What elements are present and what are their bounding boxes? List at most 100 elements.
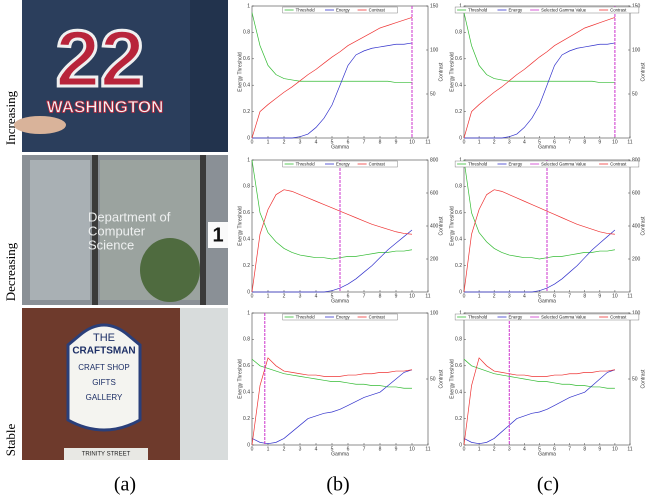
x-tick-label: 6 — [553, 293, 556, 299]
legend — [454, 313, 640, 321]
y-tick-label: 0.2 — [243, 416, 250, 422]
plot-area — [251, 5, 429, 139]
x-tick-label: 4 — [523, 293, 526, 299]
x-tick-label: 9 — [395, 139, 398, 145]
y2-tick-label: 150 — [632, 3, 641, 9]
x-tick-label: 9 — [598, 293, 601, 299]
y2-axis-label: Contrast — [438, 369, 444, 389]
photo-text: THE — [93, 332, 115, 344]
y-tick-label: 0 — [247, 289, 250, 295]
x-tick-label: 11 — [627, 139, 632, 145]
photo: THE CRAFTSMAN CRAFT SHOP GIFTS GALLERY T… — [22, 308, 228, 460]
photo-text: WASHINGTON — [47, 97, 164, 116]
y-tick-label: 0.6 — [243, 56, 250, 62]
y-tick-label: 0.2 — [455, 416, 462, 422]
x-tick-label: 5 — [331, 293, 334, 299]
series-line — [464, 42, 615, 139]
legend-label: Energy — [509, 7, 523, 12]
y-tick-label: 0.2 — [455, 109, 462, 115]
x-axis-label: Gamma — [538, 144, 556, 150]
finger — [14, 116, 66, 134]
x-tick-label: 7 — [363, 139, 366, 145]
x-tick-label: 5 — [538, 293, 541, 299]
photo: Department of Computer Science 1 — [22, 155, 228, 305]
x-tick-label: 4 — [315, 446, 318, 452]
x-tick-label: 7 — [568, 293, 571, 299]
legend-label: Threshold — [296, 7, 316, 12]
y2-axis-label: Contrast — [640, 62, 646, 82]
photo-text: 1 — [212, 224, 223, 246]
y-tick-label: 0 — [459, 442, 462, 448]
y2-tick-label: 100 — [632, 310, 641, 316]
x-tick-label: 3 — [508, 293, 511, 299]
x-tick-label: 2 — [493, 293, 496, 299]
x-tick-label: 8 — [379, 446, 382, 452]
y2-tick-label: 800 — [632, 157, 641, 163]
series-line — [463, 358, 615, 389]
y2-tick-label: 200 — [632, 256, 641, 262]
x-tick-label: 9 — [395, 446, 398, 452]
legend-label: Contrast — [369, 161, 386, 166]
y-tick-label: 0.4 — [455, 237, 462, 243]
plot-area — [463, 5, 631, 139]
row-label: Decreasing — [3, 242, 18, 301]
legend-label: Threshold — [468, 7, 488, 12]
x-axis-label: Gamma — [331, 298, 349, 304]
plot-area — [251, 312, 429, 446]
x-tick-label: 11 — [425, 293, 430, 299]
row-label: Stable — [3, 424, 18, 457]
x-tick-label: 3 — [508, 139, 511, 145]
y-tick-label: 0.6 — [243, 363, 250, 369]
x-tick-label: 0 — [463, 293, 466, 299]
y-tick-label: 0 — [459, 135, 462, 141]
x-tick-label: 0 — [251, 293, 254, 299]
photo-text: Department of — [88, 209, 171, 224]
x-tick-label: 0 — [251, 139, 254, 145]
window — [30, 160, 90, 300]
legend — [282, 160, 398, 168]
x-tick-label: 9 — [598, 446, 601, 452]
y2-tick-label: 600 — [430, 190, 439, 196]
y2-axis-label: Contrast — [438, 216, 444, 236]
x-axis-label: Gamma — [331, 144, 349, 150]
x-tick-label: 0 — [463, 446, 466, 452]
y-tick-label: 0.6 — [455, 210, 462, 216]
x-tick-label: 9 — [395, 293, 398, 299]
x-tick-label: 8 — [583, 293, 586, 299]
x-tick-label: 4 — [315, 139, 318, 145]
sign — [208, 222, 228, 248]
x-tick-label: 2 — [283, 139, 286, 145]
y2-tick-label: 200 — [430, 256, 439, 262]
x-tick-label: 7 — [568, 446, 571, 452]
y-tick-label: 0.8 — [455, 30, 462, 36]
x-tick-label: 8 — [379, 293, 382, 299]
x-tick-label: 1 — [478, 139, 481, 145]
series-line — [251, 369, 413, 445]
x-tick-label: 5 — [331, 139, 334, 145]
y-tick-label: 1 — [247, 3, 250, 9]
series-line — [464, 229, 616, 293]
y-tick-label: 0.2 — [455, 263, 462, 269]
x-tick-label: 8 — [379, 139, 382, 145]
sign — [66, 323, 142, 432]
series-line — [463, 12, 615, 83]
y-tick-label: 0.4 — [243, 83, 250, 89]
legend-label: Threshold — [296, 314, 316, 319]
x-tick-label: 4 — [315, 293, 318, 299]
x-tick-label: 2 — [283, 293, 286, 299]
y-tick-label: 0.2 — [243, 263, 250, 269]
x-tick-label: 2 — [283, 446, 286, 452]
shadow — [190, 0, 228, 152]
row-label: Increasing — [3, 90, 18, 145]
photo-text: CRAFTSMAN — [72, 346, 135, 357]
x-tick-label: 5 — [538, 446, 541, 452]
y-tick-label: 0 — [247, 442, 250, 448]
x-tick-label: 10 — [612, 139, 618, 145]
x-tick-label: 1 — [478, 293, 481, 299]
x-tick-label: 0 — [463, 139, 466, 145]
legend-label: Selected Gamma Value — [541, 314, 587, 319]
legend-label: Energy — [336, 7, 350, 12]
y2-tick-label: 50 — [632, 91, 638, 97]
y2-tick-label: 100 — [430, 47, 439, 53]
x-tick-label: 5 — [331, 446, 334, 452]
